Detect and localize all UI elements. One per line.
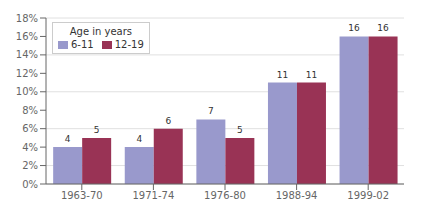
svg-text:2%: 2% bbox=[22, 160, 38, 171]
svg-text:14%: 14% bbox=[16, 49, 38, 60]
svg-text:10%: 10% bbox=[16, 86, 38, 97]
svg-text:8%: 8% bbox=[22, 105, 38, 116]
svg-text:12%: 12% bbox=[16, 68, 38, 79]
svg-text:6: 6 bbox=[165, 116, 171, 126]
svg-text:16: 16 bbox=[377, 23, 389, 33]
svg-text:0%: 0% bbox=[22, 179, 38, 190]
svg-text:11: 11 bbox=[277, 70, 288, 80]
svg-text:5: 5 bbox=[94, 125, 100, 135]
svg-text:7: 7 bbox=[208, 106, 214, 116]
svg-text:1999-02: 1999-02 bbox=[347, 190, 389, 201]
svg-text:16: 16 bbox=[348, 23, 360, 33]
svg-text:16%: 16% bbox=[16, 31, 38, 42]
svg-text:5: 5 bbox=[237, 125, 243, 135]
svg-text:4%: 4% bbox=[22, 142, 38, 153]
svg-text:1963-70: 1963-70 bbox=[61, 190, 103, 201]
svg-text:1976-80: 1976-80 bbox=[204, 190, 246, 201]
html-text:12-19: 12-19 bbox=[114, 39, 144, 50]
svg-text:6%: 6% bbox=[22, 123, 38, 134]
svg-text:4: 4 bbox=[65, 134, 71, 144]
svg-text:4: 4 bbox=[136, 134, 142, 144]
svg-text:11: 11 bbox=[306, 70, 317, 80]
html-text:6-11: 6-11 bbox=[71, 39, 94, 50]
svg-text:18%: 18% bbox=[16, 13, 38, 24]
svg-text:1988-94: 1988-94 bbox=[276, 190, 318, 201]
svg-text:1971-74: 1971-74 bbox=[133, 190, 175, 201]
html-text:Age in years: Age in years bbox=[69, 26, 132, 37]
